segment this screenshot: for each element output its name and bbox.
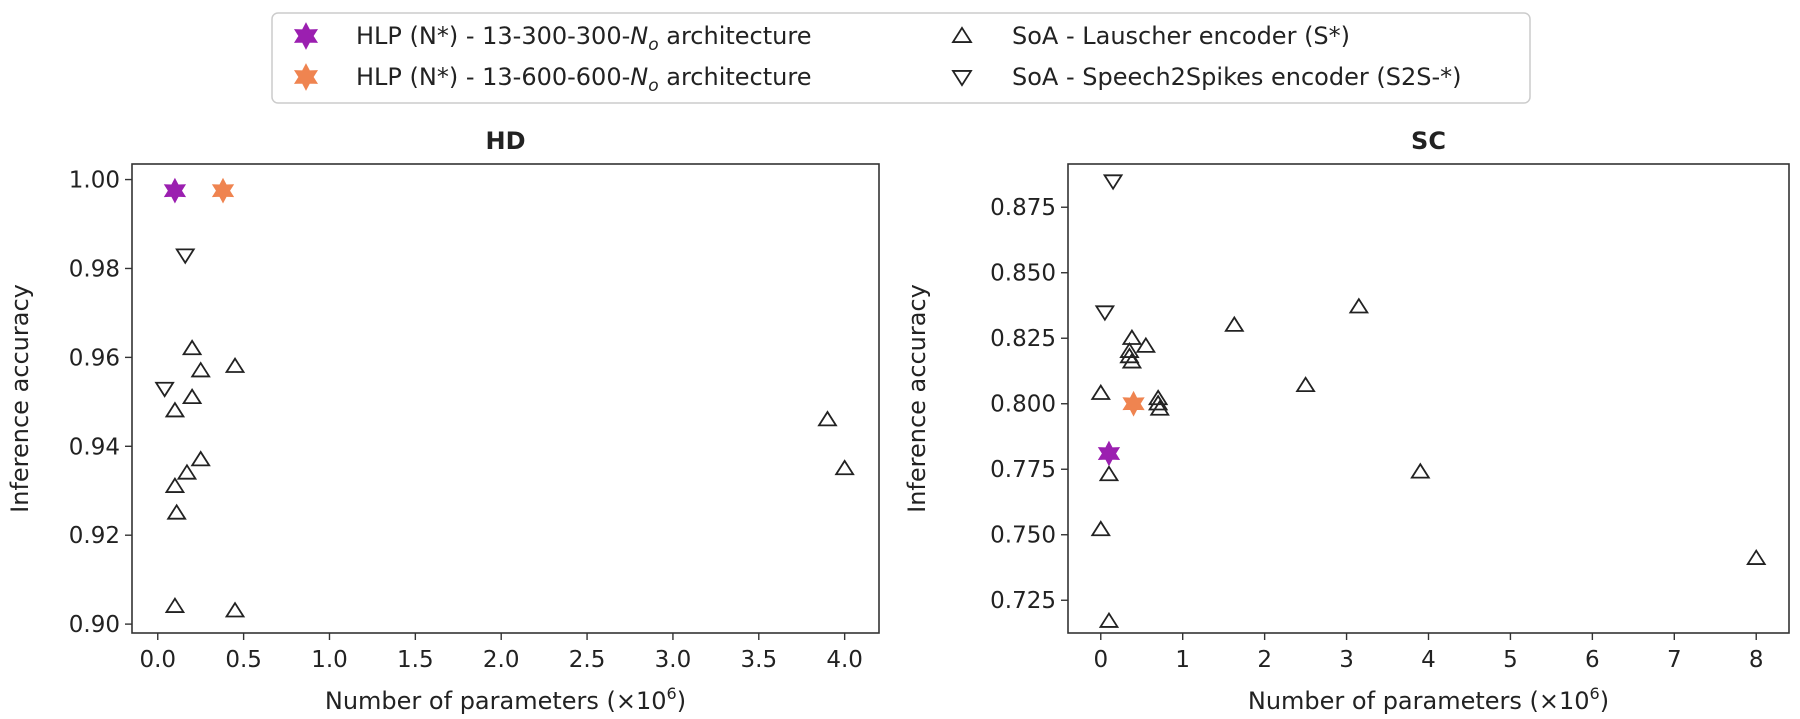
- triangle-up-point: [190, 361, 211, 378]
- star-point: [1097, 440, 1121, 467]
- y-tick-label: 0.96: [69, 345, 120, 371]
- triangle-up-point: [1295, 376, 1316, 393]
- x-tick-label: 1.0: [311, 647, 348, 673]
- triangle-up-point: [1098, 465, 1120, 482]
- y-tick-label: 0.775: [990, 457, 1056, 483]
- y-tick-label: 0.725: [990, 588, 1056, 614]
- triangle-up-point: [1121, 328, 1143, 345]
- x-tick-label: 4: [1421, 647, 1436, 673]
- y-tick-label: 0.94: [69, 434, 120, 460]
- triangle-up-point: [166, 503, 187, 520]
- triangle-down-point: [1094, 305, 1116, 322]
- x-tick-label: 2.0: [483, 647, 520, 673]
- x-tick-label: 8: [1749, 647, 1764, 673]
- legend-item: SoA - Lauscher encoder (S*): [951, 22, 1350, 50]
- triangle-up-point: [190, 450, 211, 467]
- x-axis-label: Number of parameters (×106): [1248, 684, 1609, 715]
- x-tick-label: 1: [1175, 647, 1190, 673]
- y-tick-label: 0.875: [990, 195, 1056, 221]
- triangle-up-point: [176, 463, 198, 480]
- legend-item: HLP (N*) - 13-300-300-No architecture: [293, 22, 811, 55]
- legend-marker: [293, 63, 319, 91]
- legend-marker: [951, 70, 973, 87]
- legend-label: HLP (N*) - 13-600-600-No architecture: [356, 63, 811, 96]
- x-tick-label: 5: [1503, 647, 1518, 673]
- chart-panel-sc: SC 0 1 2 3 4 5 6 7 8 0.725 0.750 0.775 0.800 0.825 0.85…: [903, 127, 1790, 715]
- legend-label: HLP (N*) - 13-300-300-No architecture: [356, 22, 811, 55]
- y-tick-label: 0.98: [69, 256, 120, 282]
- x-axis-label: Number of parameters (×106): [325, 684, 686, 715]
- star-point: [1122, 390, 1145, 417]
- triangle-down-point: [1102, 174, 1124, 191]
- legend-label: SoA - Speech2Spikes encoder (S2S-*): [1012, 63, 1461, 91]
- triangle-up-point: [181, 388, 203, 405]
- y-axis-label: Inference accuracy: [903, 284, 931, 513]
- legend: HLP (N*) - 13-300-300-No architecture HLP…: [271, 12, 1531, 104]
- triangle-down-point: [175, 248, 196, 265]
- triangle-up-point: [181, 339, 203, 356]
- y-tick-label: 0.92: [69, 523, 120, 549]
- triangle-up-point: [1224, 315, 1245, 332]
- legend-item: HLP (N*) - 13-600-600-No architecture: [293, 63, 811, 96]
- panel-title: HD: [485, 127, 525, 155]
- legend-item: SoA - Speech2Spikes encoder (S2S-*): [951, 63, 1461, 91]
- triangle-up-point: [1098, 611, 1120, 628]
- panel-title: SC: [1411, 127, 1446, 155]
- triangle-up-point: [1135, 336, 1156, 353]
- triangle-up-point: [834, 459, 855, 476]
- legend-marker: [951, 26, 973, 43]
- plot-frame: [1067, 163, 1790, 634]
- triangle-up-point: [1746, 549, 1767, 565]
- star-point: [211, 177, 235, 204]
- chart-panel-hd: HD 0.0 0.5 1.0 1.5 2.0 2.5 3.0 3.5 4.0 0.90 0.92 0.9…: [6, 127, 880, 715]
- y-axis-label: Inference accuracy: [6, 284, 34, 513]
- x-tick-label: 7: [1667, 647, 1682, 673]
- x-tick-label: 2: [1257, 647, 1272, 673]
- y-tick-label: 0.90: [69, 612, 120, 638]
- y-tick-label: 0.850: [990, 261, 1056, 287]
- legend-frame: [271, 12, 1531, 104]
- triangle-up-point: [224, 356, 246, 373]
- triangle-up-point: [817, 410, 838, 427]
- triangle-down-point: [154, 381, 175, 398]
- x-tick-label: 6: [1585, 647, 1600, 673]
- y-tick-label: 0.825: [990, 326, 1056, 352]
- y-tick-label: 0.800: [990, 392, 1056, 418]
- triangle-up-point: [1147, 394, 1169, 411]
- x-tick-label: 4.0: [826, 647, 863, 673]
- triangle-up-point: [1121, 352, 1143, 369]
- y-tick-label: 1.00: [69, 168, 120, 194]
- x-tick-label: 2.5: [569, 647, 606, 673]
- x-tick-label: 3.5: [741, 647, 778, 673]
- legend-label: SoA - Lauscher encoder (S*): [1012, 22, 1350, 50]
- triangle-up-point: [1090, 383, 1111, 400]
- triangle-up-point: [1149, 399, 1170, 416]
- triangle-up-point: [1410, 462, 1431, 479]
- triangle-up-point: [1348, 297, 1369, 314]
- x-tick-label: 0.0: [139, 647, 176, 673]
- x-tick-label: 3: [1339, 647, 1354, 673]
- triangle-up-point: [164, 597, 186, 613]
- triangle-up-point: [164, 476, 186, 493]
- triangle-up-point: [164, 401, 186, 418]
- x-tick-label: 3.0: [655, 647, 692, 673]
- legend-marker: [293, 22, 319, 50]
- star-point: [163, 177, 187, 204]
- triangle-up-point: [1090, 520, 1111, 537]
- y-tick-label: 0.750: [990, 523, 1056, 549]
- x-tick-label: 1.5: [397, 647, 434, 673]
- plot-frame: [131, 163, 880, 634]
- triangle-up-point: [224, 601, 246, 618]
- x-tick-label: 0.5: [225, 647, 262, 673]
- x-tick-label: 0: [1093, 647, 1108, 673]
